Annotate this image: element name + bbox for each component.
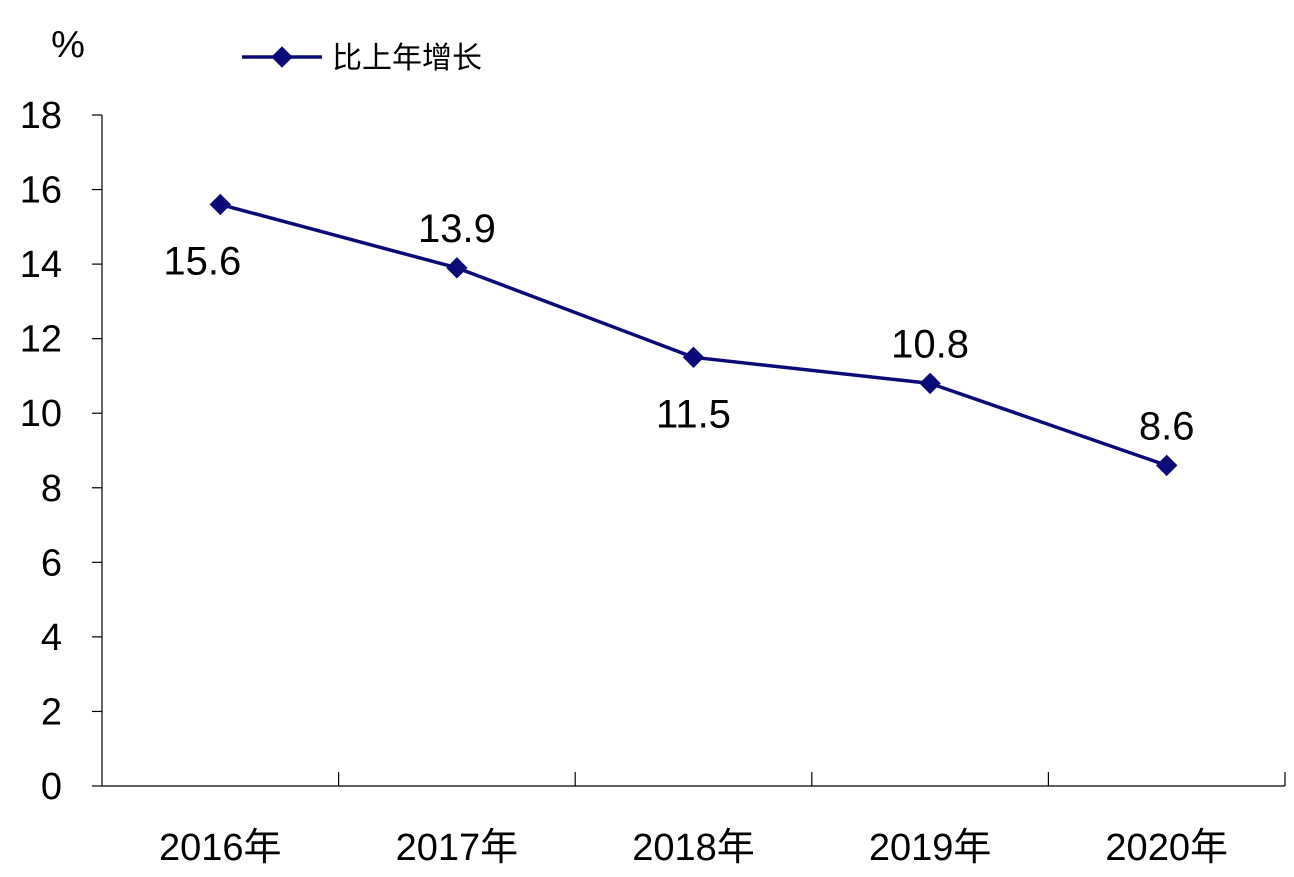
y-tick-label: 10	[20, 393, 62, 435]
data-label: 13.9	[418, 207, 496, 251]
y-tick-label: 16	[20, 170, 62, 212]
y-tick-label: 14	[20, 244, 62, 286]
data-point	[682, 346, 705, 369]
data-label: 15.6	[163, 239, 241, 283]
data-point	[919, 372, 941, 395]
data-labels: 15.6 13.9 11.5 10.8 8.6	[163, 207, 1194, 449]
data-point	[209, 193, 232, 216]
legend-label: 比上年增长	[332, 42, 482, 75]
data-label: 11.5	[656, 392, 731, 436]
y-tick-label: 12	[20, 319, 62, 361]
y-tick-label: 4	[41, 617, 62, 659]
x-tick-label: 2016年	[159, 827, 282, 869]
y-tick-label: 0	[41, 766, 62, 808]
data-point	[1155, 454, 1178, 477]
y-tick-label: 8	[41, 468, 62, 510]
y-tick-label: 18	[20, 95, 62, 137]
x-tick-label: 2018年	[632, 827, 755, 869]
x-axis: 2016年 2017年 2018年 2019年 2020年	[159, 772, 1286, 869]
legend: 比上年增长	[242, 42, 482, 75]
legend-swatch-marker	[271, 46, 293, 68]
y-tick-label: 2	[41, 691, 62, 733]
data-point	[446, 257, 468, 279]
data-label: 8.6	[1139, 404, 1195, 448]
y-axis: 0 2 4 6 8 10 12 14 16 18	[20, 95, 102, 808]
data-label: 10.8	[891, 322, 969, 366]
x-tick-label: 2017年	[396, 827, 519, 869]
y-tick-label: 6	[41, 542, 62, 584]
y-axis-unit-label: %	[51, 24, 85, 66]
x-tick-label: 2019年	[869, 827, 992, 869]
axes	[101, 115, 1285, 787]
series-growth	[209, 193, 1178, 477]
x-tick-label: 2020年	[1105, 827, 1228, 869]
